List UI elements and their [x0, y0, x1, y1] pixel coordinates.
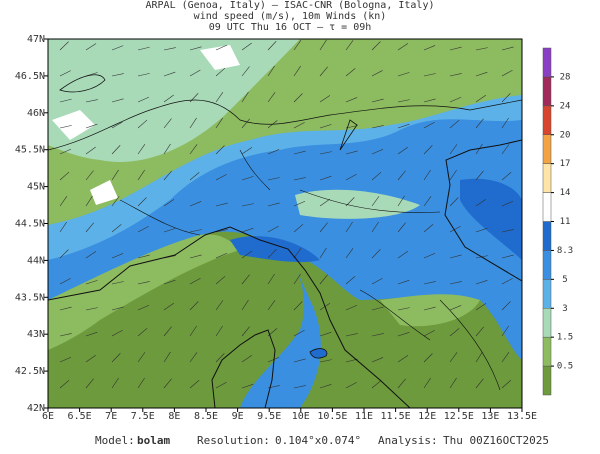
footer-label: Resolution: [197, 434, 270, 447]
colorbar-segment [542, 192, 552, 222]
x-tick-label: 7E [105, 411, 117, 422]
colorbar-label: 5 [562, 275, 567, 285]
colorbar-segment [542, 365, 552, 396]
x-tick-label: 7.5E [131, 411, 155, 422]
colorbar-label: 20 [560, 130, 571, 140]
colorbar-label: 3 [562, 304, 567, 314]
colorbar-label: 24 [560, 101, 571, 111]
x-tick-label: 6.5E [68, 411, 92, 422]
colorbar-segment [542, 308, 552, 338]
x-tick-label: 13.5E [507, 411, 537, 422]
x-tick-label: 13E [481, 411, 499, 422]
footer-label: Model: [95, 434, 135, 447]
y-tick-label: 42N [27, 403, 45, 414]
x-tick-label: 9.5E [257, 411, 281, 422]
footer-value: 0.104°x0.074° [275, 434, 361, 447]
colorbar-label: 14 [560, 188, 571, 198]
x-tick-label: 11.5E [381, 411, 411, 422]
y-tick-label: 47N [27, 34, 45, 45]
y-tick-label: 46N [27, 108, 45, 119]
y-tick-label: 45N [27, 182, 45, 193]
x-tick-label: 8.5E [194, 411, 218, 422]
x-tick-label: 11E [355, 411, 373, 422]
footer-value: Thu 00Z16OCT2025 [443, 434, 549, 447]
header-line: wind speed (m/s), 10m Winds (kn) [194, 11, 387, 22]
y-tick-label: 45.5N [15, 145, 45, 156]
header-line: 09 UTC Thu 16 OCT — τ = 09h [209, 22, 372, 33]
footer-label: Analysis: [378, 434, 438, 447]
x-tick-label: 9E [232, 411, 244, 422]
colorbar-segment [542, 47, 552, 78]
footer-value: bolam [137, 434, 170, 447]
colorbar-label: 1.5 [557, 333, 573, 343]
x-tick-label: 12E [418, 411, 436, 422]
y-tick-label: 46.5N [15, 71, 45, 82]
colorbar-segment [542, 279, 552, 309]
colorbar-label: 28 [560, 72, 571, 82]
map-field [48, 39, 522, 408]
y-tick-label: 42.5N [15, 366, 45, 377]
colorbar-label: 17 [560, 159, 571, 169]
colorbar-segment [542, 76, 552, 107]
colorbar-segment [542, 163, 552, 193]
x-tick-label: 12.5E [444, 411, 474, 422]
x-tick-label: 8E [168, 411, 180, 422]
colorbar-segment [542, 336, 552, 367]
colorbar-segment [542, 250, 552, 280]
colorbar-segment [542, 134, 552, 164]
colorbar-label: 0.5 [557, 362, 573, 372]
y-tick-label: 43N [27, 329, 45, 340]
y-tick-label: 44N [27, 255, 45, 266]
x-tick-label: 6E [42, 411, 54, 422]
x-tick-label: 10E [292, 411, 310, 422]
x-tick-label: 10.5E [317, 411, 347, 422]
header-line: ARPAL (Genoa, Italy) — ISAC-CNR (Bologna… [146, 0, 435, 11]
y-tick-label: 44.5N [15, 219, 45, 230]
colorbar-segment [542, 221, 552, 251]
y-tick-label: 43.5N [15, 292, 45, 303]
colorbar-label: 8.3 [557, 246, 573, 256]
colorbar-label: 11 [560, 217, 571, 227]
colorbar-segment [542, 105, 552, 136]
